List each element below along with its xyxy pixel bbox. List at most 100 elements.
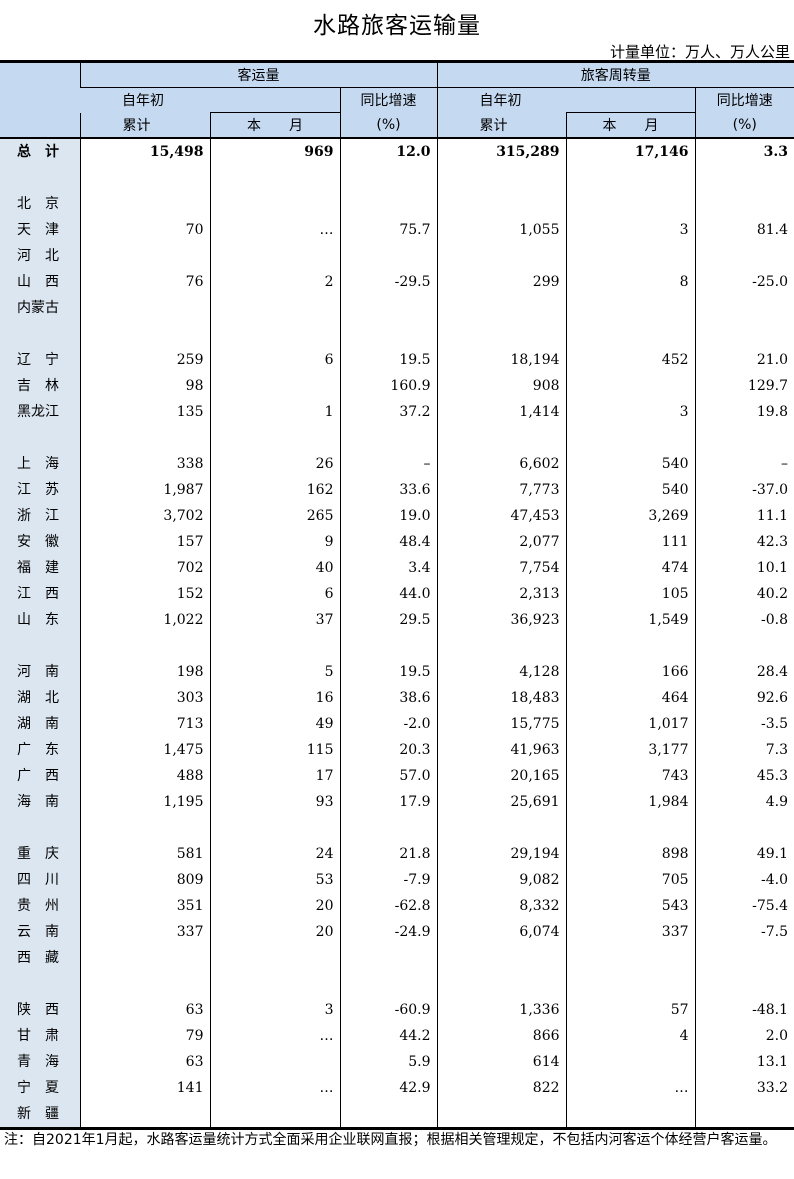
passenger-month-cell: 9 bbox=[209, 529, 340, 555]
header-passenger-turnover: 旅客周转量 bbox=[436, 60, 794, 88]
turnover-ytd-cell: 6,602 bbox=[436, 451, 567, 477]
table-row: 重 庆 581 24 21.8 29,194 898 49.1 bbox=[0, 841, 794, 867]
turnover-yoy-cell bbox=[694, 815, 794, 841]
header-month: 本 月 bbox=[565, 112, 696, 139]
turnover-ytd-cell: 4,128 bbox=[436, 659, 567, 685]
turnover-month-cell bbox=[565, 243, 696, 269]
turnover-ytd-cell: 8,332 bbox=[436, 893, 567, 919]
header-yoy-top: 同比增速 bbox=[339, 87, 438, 113]
passenger-yoy-cell bbox=[339, 243, 438, 269]
passenger-month-cell: 969 bbox=[209, 137, 340, 165]
table-row bbox=[0, 633, 794, 659]
passenger-yoy-cell: 12.0 bbox=[339, 137, 438, 165]
passenger-yoy-cell bbox=[339, 633, 438, 659]
passenger-month-cell: … bbox=[209, 217, 340, 243]
table-row bbox=[0, 815, 794, 841]
region-name: 宁 夏 bbox=[0, 1075, 80, 1101]
region-name bbox=[0, 633, 80, 659]
turnover-month-cell bbox=[565, 373, 696, 399]
passenger-ytd-cell bbox=[79, 971, 210, 997]
passenger-yoy-cell: 37.2 bbox=[339, 399, 438, 425]
table-row: 内蒙古 bbox=[0, 295, 794, 321]
passenger-ytd-cell bbox=[79, 945, 210, 971]
table-row: 河 北 bbox=[0, 243, 794, 269]
region-name: 河 南 bbox=[0, 659, 80, 685]
region-name: 陕 西 bbox=[0, 997, 80, 1023]
table-row: 广 西 488 17 57.0 20,165 743 45.3 bbox=[0, 763, 794, 789]
passenger-month-cell: 162 bbox=[209, 477, 340, 503]
turnover-month-cell bbox=[565, 295, 696, 321]
turnover-yoy-cell bbox=[694, 945, 794, 971]
turnover-month-cell bbox=[565, 815, 696, 841]
table-row: 上 海 338 26–6,602 540– bbox=[0, 451, 794, 477]
turnover-ytd-cell: 299 bbox=[436, 269, 567, 295]
passenger-ytd-cell: 63 bbox=[79, 1049, 210, 1075]
turnover-month-cell: 166 bbox=[565, 659, 696, 685]
turnover-month-cell bbox=[565, 633, 696, 659]
passenger-month-cell: 49 bbox=[209, 711, 340, 737]
passenger-month-cell: 6 bbox=[209, 581, 340, 607]
region-name bbox=[0, 971, 80, 997]
turnover-ytd-cell: 7,773 bbox=[436, 477, 567, 503]
header-yoy-bottom: (%) bbox=[339, 112, 438, 139]
turnover-yoy-cell: 42.3 bbox=[694, 529, 794, 555]
passenger-yoy-cell bbox=[339, 971, 438, 997]
turnover-month-cell bbox=[565, 321, 696, 347]
passenger-ytd-cell: 3,702 bbox=[79, 503, 210, 529]
turnover-month-cell: 3 bbox=[565, 399, 696, 425]
passenger-month-cell: 20 bbox=[209, 919, 340, 945]
table-row: 云 南 337 20 -24.9 6,074 337 -7.5 bbox=[0, 919, 794, 945]
table-row: 广 东 1,475 115 20.3 41,963 3,177 7.3 bbox=[0, 737, 794, 763]
table-row: 山 东 1,022 37 29.5 36,923 1,549 -0.8 bbox=[0, 607, 794, 633]
passenger-yoy-cell: – bbox=[339, 451, 438, 477]
passenger-month-cell bbox=[209, 191, 340, 217]
turnover-ytd-cell: 29,194 bbox=[436, 841, 567, 867]
table-row: 辽 宁 259 6 19.5 18,194 452 21.0 bbox=[0, 347, 794, 373]
header-ytd-top: 自年初 bbox=[436, 87, 696, 113]
turnover-yoy-cell bbox=[694, 971, 794, 997]
data-table: 客运量 旅客周转量 自年初 同比增速 自年初 同比增速 累计 本 月 (%) 累… bbox=[0, 60, 794, 1130]
table-row: 江 西 152 6 44.0 2,313 105 40.2 bbox=[0, 581, 794, 607]
turnover-yoy-cell: 81.4 bbox=[694, 217, 794, 243]
passenger-yoy-cell: -60.9 bbox=[339, 997, 438, 1023]
turnover-ytd-cell: 6,074 bbox=[436, 919, 567, 945]
table-row: 黑龙江 135 1 37.2 1,414 3 19.8 bbox=[0, 399, 794, 425]
table-row: 北 京 bbox=[0, 191, 794, 217]
turnover-month-cell: 464 bbox=[565, 685, 696, 711]
passenger-month-cell: 17 bbox=[209, 763, 340, 789]
turnover-yoy-cell: 21.0 bbox=[694, 347, 794, 373]
passenger-month-cell bbox=[209, 1101, 340, 1130]
turnover-month-cell bbox=[565, 1101, 696, 1130]
passenger-month-cell bbox=[209, 815, 340, 841]
passenger-ytd-cell: 488 bbox=[79, 763, 210, 789]
passenger-month-cell: 6 bbox=[209, 347, 340, 373]
passenger-yoy-cell: 3.4 bbox=[339, 555, 438, 581]
table-row: 河 南 198 5 19.5 4,128 166 28.4 bbox=[0, 659, 794, 685]
passenger-ytd-cell: 713 bbox=[79, 711, 210, 737]
turnover-month-cell: 743 bbox=[565, 763, 696, 789]
turnover-ytd-cell bbox=[436, 815, 567, 841]
passenger-ytd-cell: 337 bbox=[79, 919, 210, 945]
region-name: 浙 江 bbox=[0, 503, 80, 529]
region-name: 新 疆 bbox=[0, 1101, 80, 1130]
header-ytd-bottom: 累计 bbox=[436, 112, 567, 139]
passenger-yoy-cell: 29.5 bbox=[339, 607, 438, 633]
table-row: 浙 江 3,702 265 19.0 47,453 3,269 11.1 bbox=[0, 503, 794, 529]
header-ytd-bottom: 累计 bbox=[79, 112, 210, 139]
header-ytd-top: 自年初 bbox=[80, 87, 340, 113]
table-row: 江 苏 1,987 162 33.6 7,773 540 -37.0 bbox=[0, 477, 794, 503]
passenger-ytd-cell: 809 bbox=[79, 867, 210, 893]
turnover-yoy-cell bbox=[694, 243, 794, 269]
passenger-yoy-cell: 48.4 bbox=[339, 529, 438, 555]
turnover-yoy-cell: -7.5 bbox=[694, 919, 794, 945]
passenger-yoy-cell: 20.3 bbox=[339, 737, 438, 763]
turnover-ytd-cell: 315,289 bbox=[436, 137, 567, 165]
passenger-yoy-cell bbox=[339, 1101, 438, 1130]
table-row: 总 计 15,498 969 12.0 315,289 17,146 3.3 bbox=[0, 137, 794, 165]
passenger-month-cell bbox=[209, 295, 340, 321]
turnover-yoy-cell bbox=[694, 321, 794, 347]
turnover-yoy-cell: -37.0 bbox=[694, 477, 794, 503]
unit-label: 计量单位：万人、万人公里 bbox=[609, 43, 790, 61]
passenger-ytd-cell: 1,022 bbox=[79, 607, 210, 633]
turnover-yoy-cell: 4.9 bbox=[694, 789, 794, 815]
